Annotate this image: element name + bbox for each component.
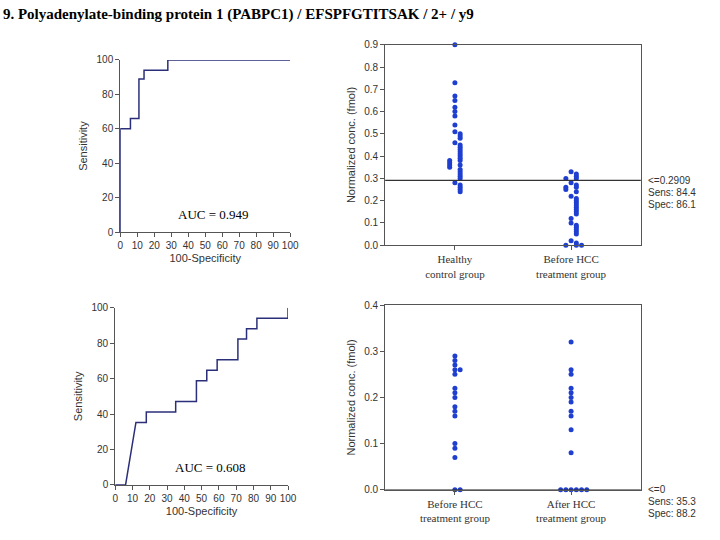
svg-text:Spec: 88.2: Spec: 88.2 (648, 508, 696, 519)
svg-text:Normalized conc. (fmol): Normalized conc. (fmol) (345, 339, 357, 455)
svg-text:70: 70 (231, 493, 243, 504)
svg-text:30: 30 (161, 493, 173, 504)
svg-text:30: 30 (166, 240, 178, 251)
svg-text:80: 80 (97, 338, 109, 349)
svg-text:Sens: 84.4: Sens: 84.4 (648, 187, 696, 198)
svg-text:0.6: 0.6 (364, 106, 378, 117)
svg-text:0.9: 0.9 (364, 39, 378, 50)
svg-text:Before HCCtreatment group: Before HCCtreatment group (420, 498, 490, 524)
svg-text:20: 20 (149, 240, 161, 251)
svg-text:0.2: 0.2 (364, 392, 378, 403)
svg-text:10: 10 (132, 240, 144, 251)
svg-text:20: 20 (144, 493, 156, 504)
svg-text:<=0.2909: <=0.2909 (648, 175, 691, 186)
svg-text:60: 60 (97, 373, 109, 384)
svg-text:100: 100 (282, 240, 299, 251)
svg-text:Before HCCtreatment group: Before HCCtreatment group (536, 253, 606, 279)
svg-text:40: 40 (102, 158, 114, 169)
svg-text:60: 60 (102, 123, 114, 134)
svg-text:90: 90 (268, 240, 280, 251)
svg-text:100: 100 (97, 54, 114, 65)
svg-text:70: 70 (234, 240, 246, 251)
svg-text:0.0: 0.0 (364, 240, 378, 251)
svg-text:AUC = 0.608: AUC = 0.608 (175, 460, 246, 475)
svg-text:9. Polyadenylate-binding prote: 9. Polyadenylate-binding protein 1 (PABP… (3, 6, 474, 23)
svg-text:40: 40 (183, 240, 195, 251)
svg-text:100-Specificity: 100-Specificity (166, 505, 238, 517)
svg-text:Sens: 35.3: Sens: 35.3 (648, 496, 696, 507)
svg-text:0: 0 (117, 240, 123, 251)
svg-text:40: 40 (179, 493, 191, 504)
svg-text:<=0: <=0 (648, 484, 666, 495)
svg-text:50: 50 (200, 240, 212, 251)
svg-text:0.3: 0.3 (364, 173, 378, 184)
svg-text:80: 80 (102, 89, 114, 100)
svg-text:Healthycontrol group: Healthycontrol group (425, 253, 485, 279)
svg-text:0.2: 0.2 (364, 195, 378, 206)
svg-text:Sensitivity: Sensitivity (72, 371, 84, 421)
svg-text:0.3: 0.3 (364, 346, 378, 357)
svg-text:0: 0 (108, 227, 114, 238)
svg-text:20: 20 (102, 192, 114, 203)
svg-text:60: 60 (217, 240, 229, 251)
svg-text:0.5: 0.5 (364, 128, 378, 139)
svg-text:100: 100 (92, 302, 109, 313)
svg-text:0.1: 0.1 (364, 438, 378, 449)
svg-text:0.0: 0.0 (364, 484, 378, 495)
svg-text:60: 60 (213, 493, 225, 504)
svg-text:80: 80 (248, 493, 260, 504)
svg-text:100-Specificity: 100-Specificity (169, 252, 241, 264)
svg-text:50: 50 (196, 493, 208, 504)
svg-text:0.8: 0.8 (364, 62, 378, 73)
svg-text:Sensitivity: Sensitivity (77, 121, 89, 171)
svg-text:0: 0 (103, 479, 109, 490)
svg-text:10: 10 (127, 493, 139, 504)
svg-text:Normalized conc. (fmol): Normalized conc. (fmol) (345, 87, 357, 203)
svg-text:0.4: 0.4 (364, 151, 378, 162)
svg-text:100: 100 (280, 493, 297, 504)
svg-text:80: 80 (251, 240, 263, 251)
svg-text:90: 90 (265, 493, 277, 504)
svg-text:0.7: 0.7 (364, 84, 378, 95)
svg-text:0.4: 0.4 (364, 300, 378, 311)
svg-text:0.1: 0.1 (364, 217, 378, 228)
svg-text:0: 0 (112, 493, 118, 504)
svg-text:AUC = 0.949: AUC = 0.949 (178, 207, 249, 222)
svg-text:After HCCtreatment group: After HCCtreatment group (536, 498, 606, 524)
svg-text:Spec: 86.1: Spec: 86.1 (648, 199, 696, 210)
svg-text:40: 40 (97, 409, 109, 420)
svg-text:20: 20 (97, 444, 109, 455)
